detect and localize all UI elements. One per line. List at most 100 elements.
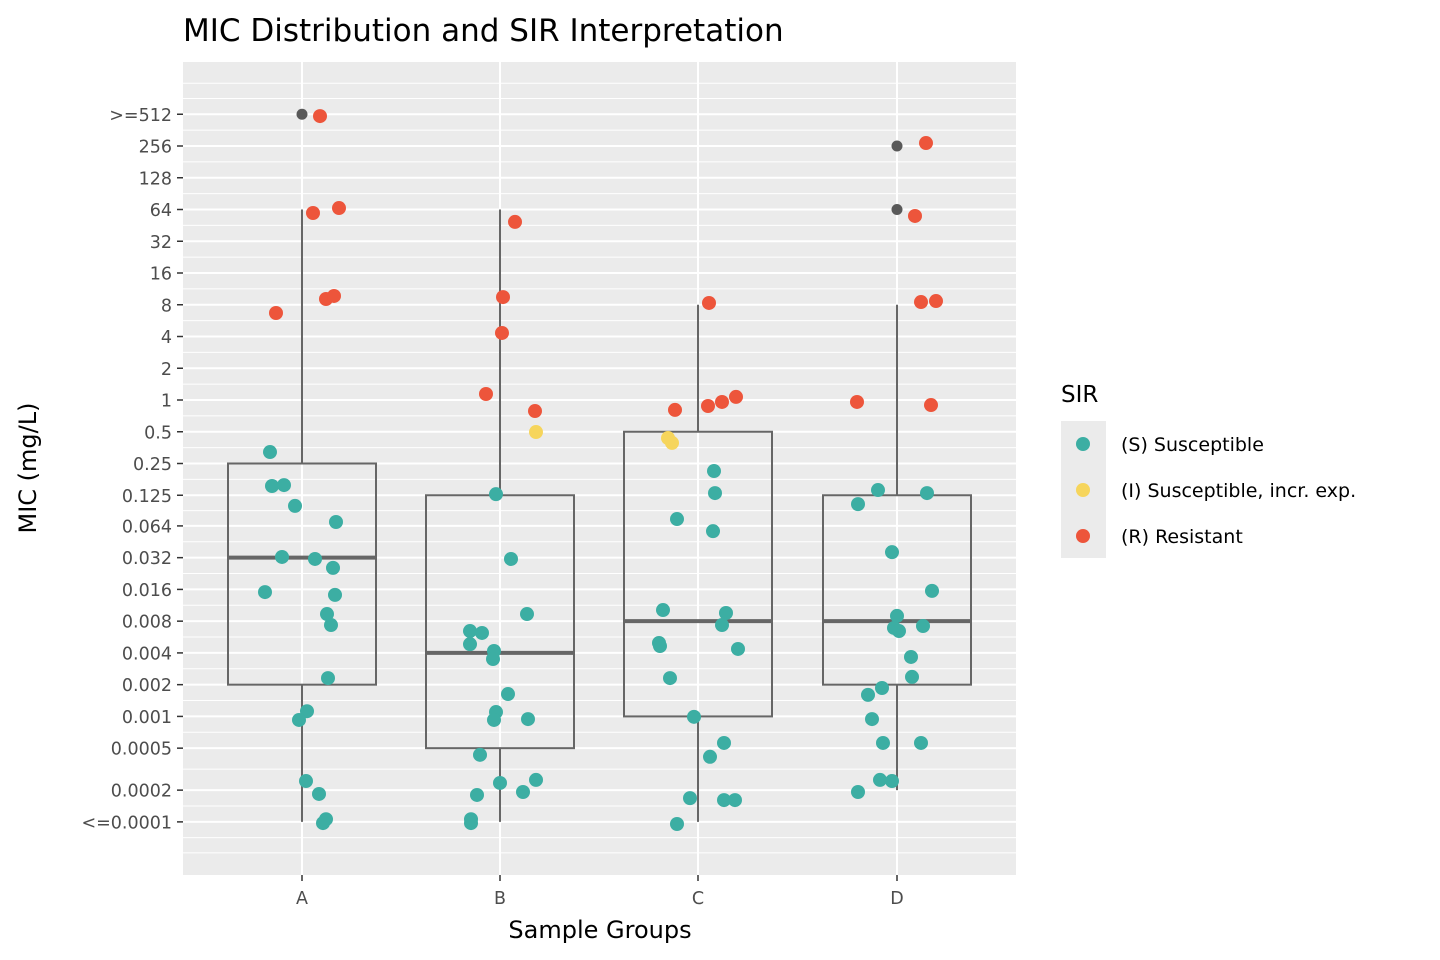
point-S [288, 498, 302, 513]
x-axis-label: Sample Groups [508, 916, 691, 944]
point-I [529, 425, 543, 440]
point-R [715, 394, 729, 409]
point-S [925, 583, 939, 598]
point-S [487, 712, 501, 727]
boxplot-A [227, 108, 377, 822]
point-S [873, 772, 887, 787]
point-R [924, 398, 938, 413]
point-S [277, 478, 291, 493]
iqr-box [227, 462, 377, 686]
x-tick-label: D [890, 889, 903, 909]
chart-title: MIC Distribution and SIR Interpretation [183, 13, 784, 49]
point-S [904, 649, 918, 664]
point-R [313, 109, 327, 124]
point-R [702, 295, 716, 310]
point-S [703, 749, 717, 764]
point-R [496, 290, 510, 305]
point-S [715, 618, 729, 633]
point-S [890, 608, 904, 623]
y-tick-label: 0.016 [122, 581, 172, 601]
data-points [258, 109, 943, 831]
y-axis: >=512 256 128 64 32 16 8 4 2 1 0.5 0.25 0.125 0.064 0.… [81, 106, 183, 833]
point-R [701, 399, 715, 414]
point-R [914, 295, 928, 310]
legend-title: SIR [1061, 382, 1098, 408]
point-S [529, 772, 543, 787]
plot-panel [183, 62, 1016, 875]
y-tick-label: 128 [139, 169, 172, 189]
y-tick-label: 8 [161, 296, 172, 316]
point-S [663, 671, 677, 686]
point-S [871, 483, 885, 498]
y-tick-label: 0.002 [122, 676, 172, 696]
x-axis: A B C D [296, 875, 904, 909]
y-tick-label: 1 [161, 392, 172, 412]
point-S [521, 712, 535, 727]
point-S [708, 486, 722, 501]
point-R [908, 208, 922, 223]
legend-key-R [1076, 529, 1090, 543]
y-axis-label: MIC (mg/L) [14, 403, 42, 534]
point-S [258, 585, 272, 600]
point-S [728, 793, 742, 808]
point-S [670, 512, 684, 527]
point-S [321, 671, 335, 686]
point-S [464, 816, 478, 831]
point-S [329, 515, 343, 530]
point-I [665, 435, 679, 450]
point-R [729, 389, 743, 404]
y-tick-label: 0.25 [133, 455, 172, 475]
outlier-point [891, 140, 903, 152]
point-S [865, 712, 879, 727]
point-S [892, 624, 906, 639]
point-S [265, 478, 279, 493]
point-R [508, 214, 522, 229]
point-S [324, 618, 338, 633]
legend: SIR (S) Susceptible (I) Susceptible, incr… [1061, 382, 1356, 558]
point-S [275, 549, 289, 564]
legend-key-I [1076, 483, 1090, 497]
x-tick-label: B [494, 889, 506, 909]
legend-key-S [1076, 437, 1090, 451]
point-R [479, 386, 493, 401]
point-S [520, 607, 534, 622]
point-R [327, 288, 341, 303]
y-tick-label: 0.064 [122, 517, 172, 537]
point-R [495, 325, 509, 340]
point-S [292, 712, 306, 727]
legend-label-S: (S) Susceptible [1121, 434, 1264, 456]
legend-label-I: (I) Susceptible, incr. exp. [1121, 480, 1356, 502]
y-tick-label: 0.032 [122, 549, 172, 569]
y-tick-label: 0.5 [144, 423, 172, 443]
point-S [717, 735, 731, 750]
point-S [706, 524, 720, 539]
point-S [707, 464, 721, 479]
point-S [731, 641, 745, 656]
point-S [687, 709, 701, 724]
x-tick-label: A [296, 889, 308, 909]
point-S [851, 497, 865, 512]
point-S [683, 791, 697, 806]
point-S [861, 687, 875, 702]
point-S [299, 774, 313, 789]
point-S [312, 786, 326, 801]
point-S [516, 785, 530, 800]
point-R [269, 306, 283, 321]
point-S [473, 747, 487, 762]
y-tick-label: 0.0005 [111, 740, 172, 760]
point-S [308, 551, 322, 566]
point-S [328, 587, 342, 602]
iqr-box [822, 494, 972, 686]
point-S [920, 486, 934, 501]
point-S [916, 618, 930, 633]
y-tick-label: 2 [161, 360, 172, 380]
y-tick-label: 0.008 [122, 613, 172, 633]
point-S [470, 787, 484, 802]
y-tick-label: <=0.0001 [81, 813, 172, 833]
point-R [929, 294, 943, 309]
point-R [528, 404, 542, 419]
point-S [475, 625, 489, 640]
y-tick-label: 4 [161, 328, 172, 348]
point-S [501, 687, 515, 702]
